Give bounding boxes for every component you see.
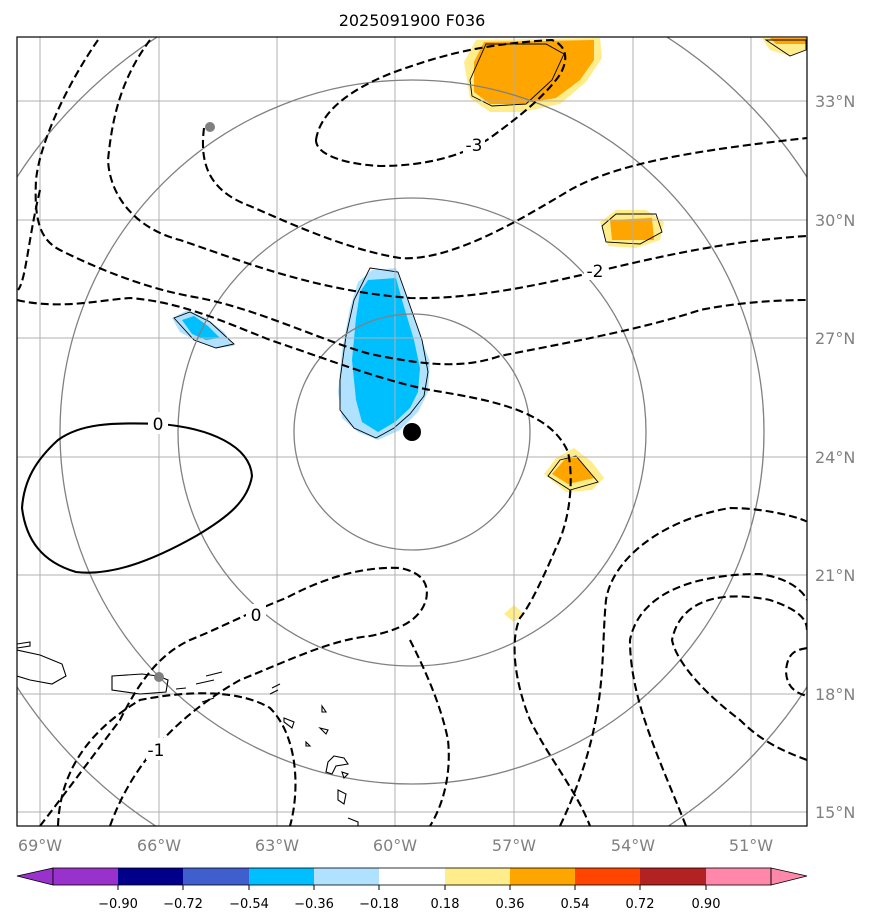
contour-label-minus1: -1 <box>148 741 165 761</box>
colorbar-tick-label: 0.36 <box>496 897 525 912</box>
dashed-contours <box>17 38 807 826</box>
colorbar-tick-label: 0.72 <box>626 897 655 912</box>
contour-zero-east <box>409 639 450 826</box>
contour-east-edge <box>784 646 807 698</box>
colorbar-bin <box>445 868 511 885</box>
contour-minus3 <box>201 127 807 260</box>
lesser-antilles-coast-6 <box>341 771 350 780</box>
contour-label-zero-solid: 0 <box>153 415 164 435</box>
negative-anomaly-inner <box>352 278 420 432</box>
lon-label: 57°W <box>492 836 536 855</box>
lon-label: 51°W <box>729 836 773 855</box>
lat-label: 24°N <box>815 448 855 467</box>
colorbar-bin <box>118 868 184 885</box>
colorbar-bin <box>510 868 576 885</box>
map-frame <box>16 36 808 827</box>
colorbar-bin <box>314 868 380 885</box>
contour-east-loop <box>628 572 807 826</box>
colorbar-bin <box>53 868 119 885</box>
longitude-labels: 69°W 66°W 63°W 60°W 57°W 54°W 51°W <box>18 836 773 855</box>
lat-label: 18°N <box>815 685 855 704</box>
storm-center-marker <box>403 423 421 441</box>
lat-label: 30°N <box>815 211 855 230</box>
lesser-antilles-coast-4 <box>305 740 312 747</box>
contour-east-inner <box>670 595 807 761</box>
lon-label: 60°W <box>373 836 417 855</box>
lon-label: 63°W <box>255 836 299 855</box>
positive-anomaly-se-inner <box>552 458 594 484</box>
colorbar-tick-label: −0.36 <box>294 897 334 912</box>
contour-minus2 <box>106 39 807 300</box>
contour-zero-solid <box>20 422 254 574</box>
contour-minus1-wrap <box>17 296 591 826</box>
contour-label-minus3: -3 <box>466 136 483 156</box>
station-dot-south <box>154 672 164 682</box>
lesser-antilles-coast-2 <box>321 704 328 713</box>
negative-anomaly-small-inner <box>182 316 220 340</box>
puerto-rico-coast <box>111 673 169 695</box>
anomaly-outlines <box>173 39 807 491</box>
contour-minus1-west <box>17 189 42 291</box>
shaded-anomalies <box>172 38 807 622</box>
colorbar-tick-label: 0.90 <box>692 897 721 912</box>
positive-anomaly-e-inner <box>610 218 654 240</box>
contour-zero-dashed <box>56 692 297 826</box>
colorbar-tick-label: −0.54 <box>229 897 269 912</box>
colorbar-over-arrow <box>770 867 808 886</box>
colorbar-bin <box>249 868 315 885</box>
contour-label-minus2: -2 <box>587 262 604 282</box>
lat-lon-grid <box>17 37 807 826</box>
colorbar-bin <box>706 868 772 885</box>
colorbar-under-arrow <box>16 867 54 886</box>
range-ring-1 <box>293 313 531 551</box>
positive-anomaly-corner-inner <box>770 38 807 44</box>
lesser-antilles-coast-3 <box>318 726 329 735</box>
lesser-antilles-coast-7 <box>337 789 347 805</box>
colorbar-tick-label: 0.54 <box>561 897 590 912</box>
lat-label: 21°N <box>815 566 855 585</box>
range-ring-2 <box>177 197 647 667</box>
map-panel: -3 -2 0 0 -1 <box>17 37 807 826</box>
range-ring-3 <box>59 79 765 785</box>
contour-plus1-east <box>559 506 807 826</box>
lesser-antilles-coast-5 <box>325 755 349 775</box>
lon-label: 69°W <box>18 836 62 855</box>
positive-anomaly-ne-inner <box>474 40 594 104</box>
lat-label: 27°N <box>815 329 855 348</box>
colorbar-bin <box>640 868 706 885</box>
colorbar-tick-label: −0.18 <box>359 897 399 912</box>
map-title: 2025091900 F036 <box>339 11 486 30</box>
range-rings <box>17 37 807 826</box>
lesser-antilles-coast-1 <box>283 717 295 729</box>
colorbar-tick-label: −0.90 <box>98 897 138 912</box>
contour-zero-south <box>39 566 428 826</box>
lon-label: 54°W <box>611 836 655 855</box>
colorbar-tick-label: 0.18 <box>431 897 460 912</box>
hispaniola-coast <box>17 649 67 685</box>
colorbar-tick-label: −0.72 <box>163 897 203 912</box>
contour-labels: -3 -2 0 0 -1 <box>146 134 606 761</box>
colorbar-bin <box>183 868 249 885</box>
hispaniola-islet <box>17 641 31 649</box>
lon-label: 66°W <box>137 836 181 855</box>
latitude-labels: 33°N 30°N 27°N 24°N 21°N 18°N 15°N <box>815 92 855 822</box>
station-dot-north <box>205 122 215 132</box>
lat-label: 15°N <box>815 803 855 822</box>
lat-label: 33°N <box>815 92 855 111</box>
contour-minus2-lower <box>34 39 807 366</box>
contour-minus3-upper <box>314 38 567 168</box>
colorbar-bin <box>575 868 641 885</box>
contour-label-zero-dashed: 0 <box>251 606 262 626</box>
colorbar: −0.90 −0.72 −0.54 −0.36 −0.18 0.18 0.36 … <box>16 867 808 912</box>
colorbar-bin <box>379 868 445 885</box>
lesser-antilles-coast-8 <box>347 817 359 826</box>
